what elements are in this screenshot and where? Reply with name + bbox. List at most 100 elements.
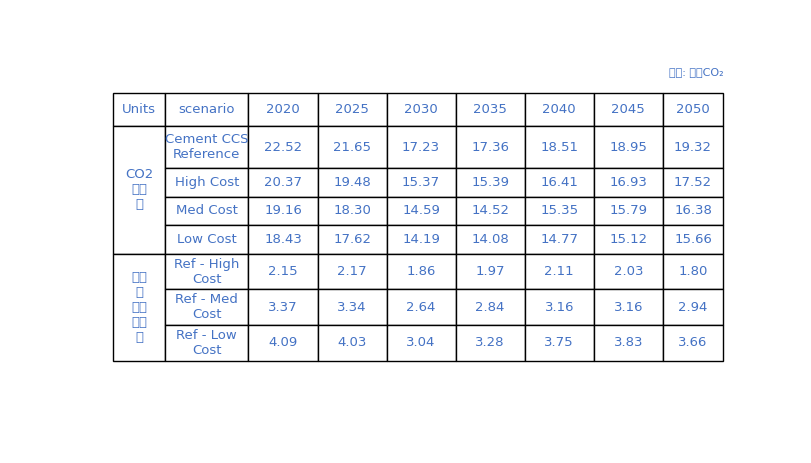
Bar bbox=[317, 168, 386, 197]
Bar bbox=[455, 325, 524, 361]
Bar bbox=[113, 126, 165, 254]
Bar bbox=[593, 225, 662, 254]
Bar bbox=[455, 254, 524, 289]
Bar bbox=[524, 254, 593, 289]
Bar bbox=[248, 168, 317, 197]
Bar bbox=[662, 126, 723, 168]
Text: 3.66: 3.66 bbox=[677, 337, 707, 350]
Bar bbox=[386, 325, 455, 361]
Text: 14.19: 14.19 bbox=[401, 233, 440, 246]
Bar bbox=[593, 126, 662, 168]
Bar bbox=[386, 168, 455, 197]
Bar bbox=[386, 126, 455, 168]
Bar bbox=[113, 254, 165, 361]
Text: 3.16: 3.16 bbox=[613, 301, 642, 314]
Bar bbox=[662, 168, 723, 197]
Bar bbox=[593, 93, 662, 126]
Text: 2.03: 2.03 bbox=[613, 265, 642, 278]
Bar bbox=[524, 126, 593, 168]
Bar bbox=[165, 225, 248, 254]
Bar bbox=[455, 168, 524, 197]
Bar bbox=[317, 254, 386, 289]
Text: 19.16: 19.16 bbox=[264, 205, 302, 218]
Text: Ref - High
Cost: Ref - High Cost bbox=[174, 257, 239, 286]
Text: 단위: 백만CO₂: 단위: 백만CO₂ bbox=[667, 67, 723, 77]
Bar bbox=[317, 126, 386, 168]
Bar bbox=[593, 254, 662, 289]
Bar bbox=[524, 289, 593, 325]
Text: 2040: 2040 bbox=[542, 103, 575, 116]
Text: 22.52: 22.52 bbox=[264, 141, 302, 154]
Bar bbox=[662, 197, 723, 225]
Bar bbox=[248, 289, 317, 325]
Text: CO2
배출
량: CO2 배출 량 bbox=[125, 169, 153, 212]
Bar bbox=[455, 126, 524, 168]
Text: 2050: 2050 bbox=[676, 103, 709, 116]
Bar bbox=[524, 197, 593, 225]
Bar bbox=[248, 254, 317, 289]
Text: 14.59: 14.59 bbox=[401, 205, 440, 218]
Text: 15.39: 15.39 bbox=[470, 176, 508, 189]
Bar bbox=[662, 325, 723, 361]
Bar bbox=[386, 225, 455, 254]
Text: 17.36: 17.36 bbox=[470, 141, 508, 154]
Bar bbox=[593, 325, 662, 361]
Text: 20.37: 20.37 bbox=[264, 176, 302, 189]
Bar bbox=[165, 254, 248, 289]
Bar bbox=[386, 93, 455, 126]
Bar bbox=[317, 197, 386, 225]
Bar bbox=[662, 289, 723, 325]
Bar bbox=[593, 168, 662, 197]
Text: 2035: 2035 bbox=[473, 103, 507, 116]
Text: 2.15: 2.15 bbox=[268, 265, 298, 278]
Bar bbox=[455, 225, 524, 254]
Bar bbox=[662, 93, 723, 126]
Bar bbox=[386, 197, 455, 225]
Text: 2.64: 2.64 bbox=[406, 301, 436, 314]
Text: 15.79: 15.79 bbox=[608, 205, 646, 218]
Bar bbox=[386, 289, 455, 325]
Text: 18.95: 18.95 bbox=[608, 141, 646, 154]
Text: 2025: 2025 bbox=[335, 103, 368, 116]
Text: 16.41: 16.41 bbox=[539, 176, 577, 189]
Bar bbox=[524, 168, 593, 197]
Text: Ref - Med
Cost: Ref - Med Cost bbox=[175, 293, 238, 321]
Bar bbox=[524, 93, 593, 126]
Text: 14.77: 14.77 bbox=[539, 233, 577, 246]
Text: 2020: 2020 bbox=[266, 103, 299, 116]
Bar bbox=[593, 289, 662, 325]
Text: 18.43: 18.43 bbox=[264, 233, 302, 246]
Text: 17.62: 17.62 bbox=[333, 233, 371, 246]
Text: 16.93: 16.93 bbox=[608, 176, 646, 189]
Text: 18.51: 18.51 bbox=[539, 141, 577, 154]
Text: 3.75: 3.75 bbox=[543, 337, 573, 350]
Bar bbox=[165, 126, 248, 168]
Text: 1.80: 1.80 bbox=[677, 265, 707, 278]
Bar bbox=[165, 197, 248, 225]
Text: 15.12: 15.12 bbox=[608, 233, 646, 246]
Text: 21.65: 21.65 bbox=[333, 141, 371, 154]
Text: 1.86: 1.86 bbox=[406, 265, 436, 278]
Bar bbox=[317, 93, 386, 126]
Text: High Cost: High Cost bbox=[174, 176, 238, 189]
Text: 17.52: 17.52 bbox=[673, 176, 711, 189]
Text: 3.28: 3.28 bbox=[475, 337, 504, 350]
Text: 2.17: 2.17 bbox=[337, 265, 367, 278]
Bar bbox=[524, 225, 593, 254]
Text: scenario: scenario bbox=[178, 103, 235, 116]
Text: Med Cost: Med Cost bbox=[176, 205, 238, 218]
Text: 19.32: 19.32 bbox=[673, 141, 711, 154]
Bar bbox=[524, 325, 593, 361]
Bar bbox=[165, 289, 248, 325]
Text: 3.83: 3.83 bbox=[613, 337, 642, 350]
Text: 14.08: 14.08 bbox=[470, 233, 508, 246]
Text: 15.37: 15.37 bbox=[401, 176, 440, 189]
Bar bbox=[662, 254, 723, 289]
Bar bbox=[455, 289, 524, 325]
Text: 4.09: 4.09 bbox=[268, 337, 298, 350]
Text: 19.48: 19.48 bbox=[333, 176, 371, 189]
Bar bbox=[248, 225, 317, 254]
Text: 2045: 2045 bbox=[611, 103, 645, 116]
Text: 15.66: 15.66 bbox=[673, 233, 711, 246]
Bar bbox=[662, 225, 723, 254]
